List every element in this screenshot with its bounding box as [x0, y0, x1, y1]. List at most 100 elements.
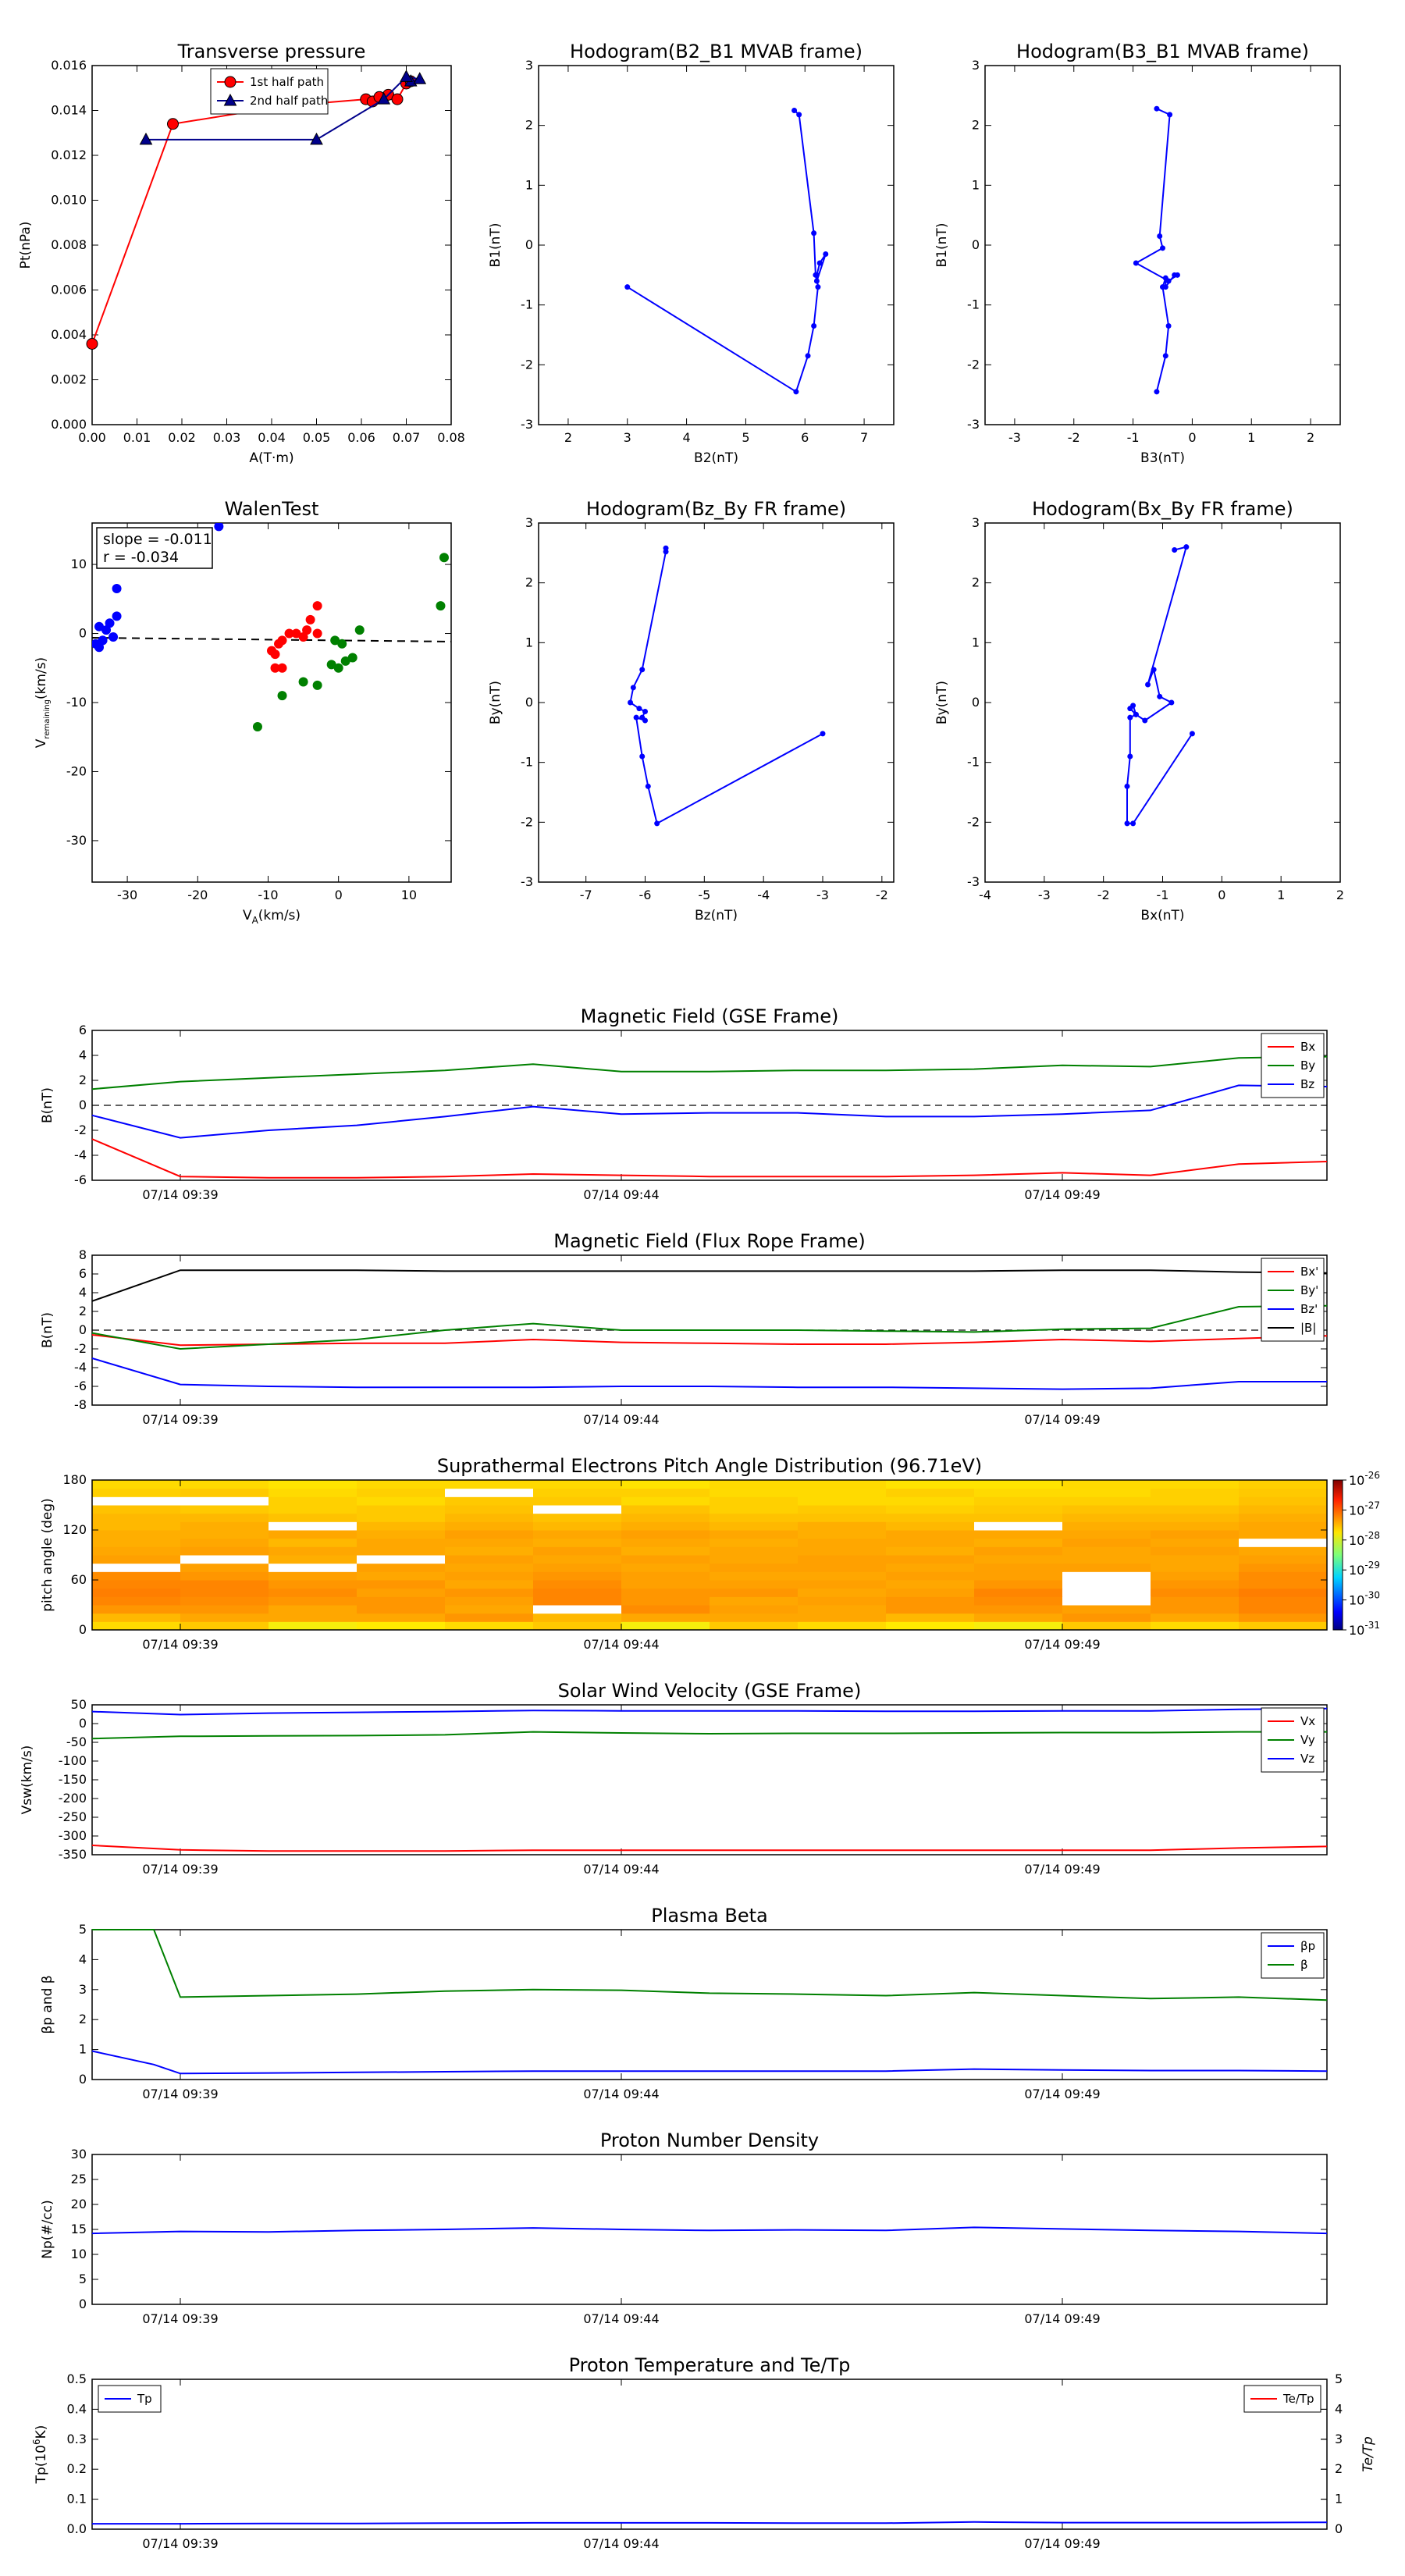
heatmap-cell — [445, 1621, 534, 1631]
heatmap-cell — [710, 1588, 799, 1597]
heatmap-cell — [445, 1605, 534, 1614]
heatmap-cell — [1239, 1505, 1328, 1514]
series-line-0 — [91, 80, 411, 344]
colorbar-exponent: -26 — [1364, 1470, 1380, 1481]
scatter-point-red — [298, 632, 308, 642]
y-tick-label: 3 — [972, 515, 980, 530]
heatmap-cell — [1239, 1480, 1328, 1489]
heatmap-cell — [886, 1621, 975, 1631]
y2-tick-label: 1 — [1335, 2492, 1343, 2507]
heatmap-cell — [1062, 1505, 1151, 1514]
y-tick-label: 0.0 — [67, 2521, 87, 2536]
scatter-point-red — [277, 663, 287, 673]
x-axis-label: Bx(nT) — [1140, 908, 1184, 923]
y-tick-label: -100 — [59, 1753, 87, 1768]
colorbar-exponent: -27 — [1364, 1500, 1380, 1510]
heatmap-cell — [1151, 1613, 1240, 1622]
heatmap-cell — [1239, 1546, 1328, 1556]
time-tick-label: 07/14 09:39 — [142, 2087, 218, 2101]
x-tick-label: 2 — [564, 430, 572, 445]
heatmap-cell — [445, 1513, 534, 1522]
y-tick-label: -350 — [59, 1847, 87, 1862]
x-tick-label: 2 — [1307, 430, 1314, 445]
y-tick-label: -50 — [66, 1735, 87, 1749]
heatmap-cell — [357, 1621, 446, 1631]
heatmap-cell — [180, 1596, 269, 1606]
heatmap-cell — [92, 1563, 181, 1572]
legend-label: Bx' — [1300, 1265, 1318, 1279]
time-tick-label: 07/14 09:39 — [142, 1187, 218, 1202]
heatmap-cell — [92, 1496, 181, 1506]
heatmap-cell — [445, 1571, 534, 1581]
heatmap-cell — [445, 1563, 534, 1572]
series-line-Vy — [91, 1731, 1327, 1740]
heatmap-cell — [533, 1538, 622, 1547]
plot-frame — [91, 65, 452, 425]
colorbar-base: 10 — [1349, 1473, 1364, 1488]
heatmap-cell — [1239, 1588, 1328, 1597]
colorbar-tick-label: 10-28 — [1349, 1530, 1380, 1548]
scatter-point-red — [312, 601, 322, 611]
heatmap-cell — [269, 1521, 357, 1531]
y-tick-label: 20 — [71, 2197, 87, 2211]
heatmap-cell — [92, 1555, 181, 1564]
heatmap-cell — [445, 1488, 534, 1497]
plot-frame — [538, 65, 895, 425]
data-point-marker — [636, 706, 642, 712]
heatmap-cell — [1062, 1555, 1151, 1564]
colorbar-base: 10 — [1349, 1593, 1364, 1608]
heatmap-cell — [92, 1480, 181, 1489]
heatmap-cell — [1062, 1480, 1151, 1489]
heatmap-cell — [92, 1596, 181, 1606]
data-point-marker — [791, 108, 798, 113]
x-tick-label: 2 — [1336, 888, 1344, 902]
chart-title: Proton Number Density — [600, 2129, 819, 2151]
heatmap-cell — [1239, 1621, 1328, 1631]
heatmap-cell — [357, 1513, 446, 1522]
heatmap-cell — [621, 1571, 710, 1581]
legend-label: Bx — [1300, 1040, 1315, 1054]
y-tick-label: -20 — [66, 763, 87, 778]
colorbar-exponent: -31 — [1364, 1620, 1380, 1631]
heatmap-cell — [269, 1605, 357, 1614]
x-tick-label: -20 — [187, 888, 208, 902]
y-tick-label: 120 — [62, 1522, 87, 1537]
y2-tick-label: 0 — [1335, 2521, 1343, 2536]
heatmap-cell — [180, 1480, 269, 1489]
heatmap-cell — [1239, 1538, 1328, 1547]
x-tick-label: 7 — [860, 430, 868, 445]
heatmap-cell — [974, 1488, 1063, 1497]
heatmap-cell — [886, 1488, 975, 1497]
legend-label: |B| — [1300, 1321, 1316, 1335]
heatmap-cell — [798, 1496, 887, 1506]
time-tick-label: 07/14 09:39 — [142, 2311, 218, 2326]
heatmap-cell — [798, 1588, 887, 1597]
data-point-marker — [820, 731, 826, 737]
colorbar-base: 10 — [1349, 1533, 1364, 1548]
heatmap-cell — [974, 1538, 1063, 1547]
scatter-point-green — [439, 553, 449, 563]
y-tick-label: 0.012 — [51, 148, 87, 162]
y-tick-label: 0.004 — [51, 327, 87, 342]
heatmap-cell — [533, 1496, 622, 1506]
heatmap-cell — [269, 1530, 357, 1539]
heatmap-cell — [1151, 1513, 1240, 1522]
heatmap-cell — [621, 1621, 710, 1631]
heatmap-cell — [974, 1521, 1063, 1531]
data-point-marker — [1130, 820, 1136, 827]
heatmap-cell — [621, 1580, 710, 1589]
y-label-main: V — [34, 738, 49, 748]
y-tick-label: 0.008 — [51, 237, 87, 252]
series-line-β — [92, 1929, 1328, 2001]
heatmap-cell — [180, 1530, 269, 1539]
y-label-main: Tp(10 — [34, 2445, 49, 2484]
x-label-rest: (km/s) — [258, 908, 301, 923]
heatmap-cell — [1062, 1613, 1151, 1622]
data-point-marker — [815, 284, 821, 290]
x-axis-label: B3(nT) — [1140, 450, 1185, 466]
y-axis-label: B(nT) — [40, 1312, 55, 1348]
series-line-0 — [1134, 108, 1180, 393]
time-tick-label: 07/14 09:49 — [1024, 2087, 1100, 2101]
y-tick-label: 30 — [71, 2147, 87, 2161]
heatmap-cell — [710, 1496, 799, 1506]
